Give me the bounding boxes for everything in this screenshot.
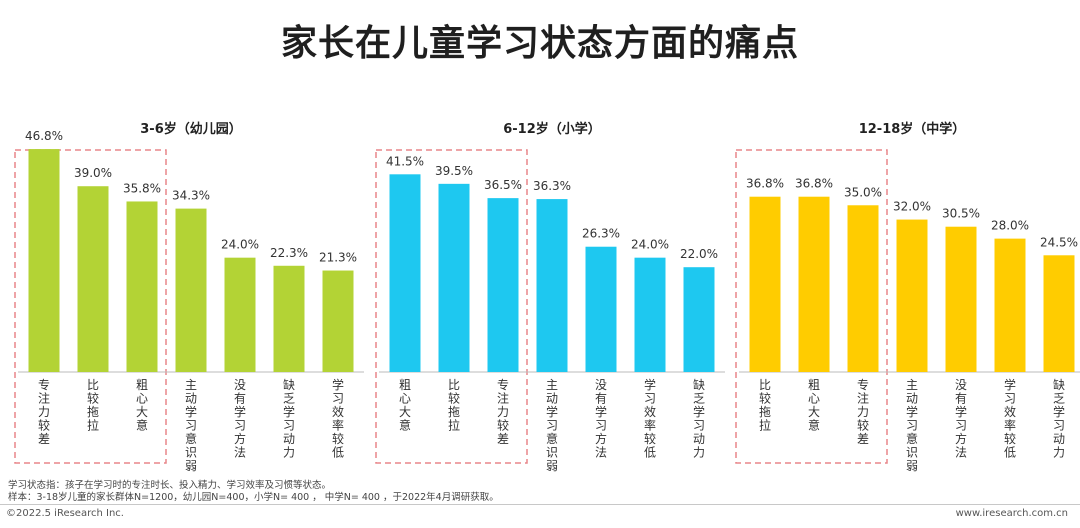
footer-website: www.iresearch.com.cn — [955, 508, 1068, 519]
category-label: 没有学习方法 — [595, 377, 607, 460]
data-label: 22.3% — [270, 246, 308, 260]
bar — [994, 238, 1026, 372]
footer-divider — [0, 504, 1080, 505]
category-label: 学习效率较低 — [332, 377, 344, 460]
data-label: 24.5% — [1040, 235, 1078, 249]
category-label: 专注力较差 — [857, 377, 869, 446]
bar — [945, 226, 977, 372]
data-label: 39.0% — [74, 166, 112, 180]
data-label: 32.0% — [893, 200, 931, 214]
note-sample: 样本：3-18岁儿童的家长群体N=1200，幼儿园N=400，小学N= 400 … — [8, 492, 499, 503]
category-label: 比较拖拉 — [448, 378, 460, 433]
chart-title: 12-18岁（中学） — [859, 121, 966, 137]
data-label: 24.0% — [631, 238, 669, 252]
bar — [438, 183, 470, 372]
data-label: 36.8% — [746, 177, 784, 191]
bar — [126, 201, 158, 372]
chart-title: 6-12岁（小学） — [503, 121, 601, 137]
footer-copyright: ©2022.5 iResearch Inc. — [6, 508, 124, 519]
data-label: 46.8% — [25, 129, 63, 143]
chart-group-2: 6-12岁（小学） 41.5% 粗心大意 39.5% 比较拖拉 36.5% 专注力较差 36.… — [375, 121, 725, 473]
category-label: 专注力较差 — [38, 377, 50, 446]
category-label: 学习效率较低 — [644, 377, 656, 460]
bar — [847, 205, 879, 372]
data-label: 36.5% — [484, 178, 522, 192]
bar — [585, 246, 617, 372]
bar — [28, 149, 60, 372]
category-label: 缺乏学习动力 — [283, 377, 295, 460]
category-label: 主动学习意识弱 — [546, 378, 558, 473]
data-label: 28.0% — [991, 219, 1029, 233]
bar — [77, 186, 109, 372]
highlight-box — [14, 149, 167, 464]
bar — [1043, 255, 1075, 372]
bar — [322, 270, 354, 372]
notes: 学习状态指：孩子在学习时的专注时长、投入精力、学习效率及习惯等状态。 样本：3-… — [8, 480, 499, 504]
chart-group-1: 3-6岁（幼儿园） 46.8% 专注力较差 39.0% 比较拖拉 35.8% 粗心大意 34.… — [14, 121, 364, 473]
page-title: 家长在儿童学习状态方面的痛点 — [280, 23, 799, 64]
bar — [273, 265, 305, 372]
data-label: 21.3% — [319, 251, 357, 265]
category-label: 粗心大意 — [808, 378, 820, 433]
category-label: 没有学习方法 — [955, 377, 967, 460]
bar — [487, 198, 519, 372]
category-label: 粗心大意 — [136, 378, 148, 433]
data-label: 36.3% — [533, 179, 571, 193]
bar — [389, 174, 421, 372]
category-label: 主动学习意识弱 — [906, 378, 918, 473]
bar — [536, 199, 568, 372]
bar — [798, 196, 830, 372]
chart-group-3: 12-18岁（中学） 36.8% 比较拖拉 36.8% 粗心大意 35.0% 专注力较差 32… — [735, 121, 1080, 473]
data-label: 35.8% — [123, 181, 161, 195]
bar — [634, 257, 666, 372]
category-label: 比较拖拉 — [87, 378, 99, 433]
bar — [896, 219, 928, 372]
category-label: 主动学习意识弱 — [185, 378, 197, 473]
data-label: 41.5% — [386, 154, 424, 168]
bar — [175, 208, 207, 372]
chart-title: 3-6岁（幼儿园） — [140, 121, 242, 137]
data-label: 24.0% — [221, 238, 259, 252]
data-label: 39.5% — [435, 164, 473, 178]
category-label: 粗心大意 — [399, 378, 411, 433]
category-label: 没有学习方法 — [234, 377, 246, 460]
category-label: 缺乏学习动力 — [693, 377, 705, 460]
bar — [749, 196, 781, 372]
bar — [224, 257, 256, 372]
data-label: 26.3% — [582, 227, 620, 241]
category-label: 缺乏学习动力 — [1053, 377, 1065, 460]
data-label: 36.8% — [795, 177, 833, 191]
data-label: 34.3% — [172, 189, 210, 203]
category-label: 专注力较差 — [497, 377, 509, 446]
highlight-box — [735, 149, 888, 464]
note-definition: 学习状态指：孩子在学习时的专注时长、投入精力、学习效率及习惯等状态。 — [8, 480, 332, 491]
category-label: 学习效率较低 — [1004, 377, 1016, 460]
category-label: 比较拖拉 — [759, 378, 771, 433]
highlight-box — [375, 149, 528, 464]
bar — [683, 267, 715, 372]
data-label: 35.0% — [844, 185, 882, 199]
data-label: 22.0% — [680, 247, 718, 261]
data-label: 30.5% — [942, 207, 980, 221]
